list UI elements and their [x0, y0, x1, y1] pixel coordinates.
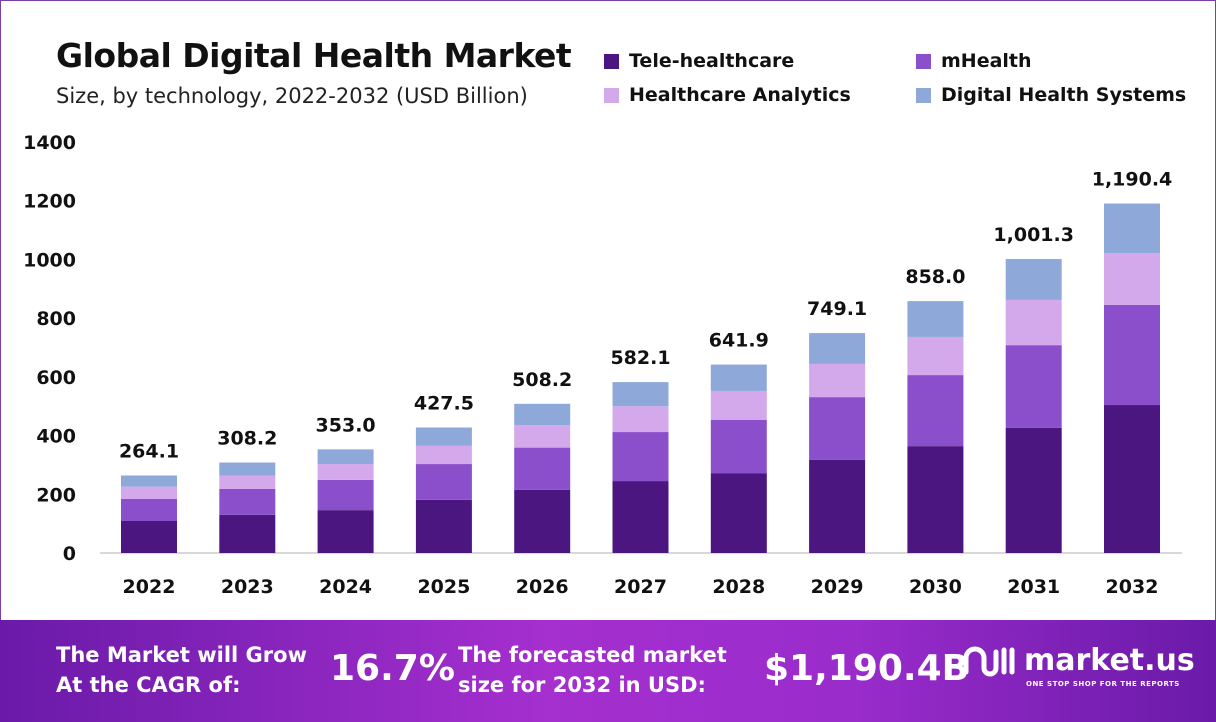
bar-segment-healthcare-analytics	[710, 390, 767, 421]
total-label: 858.0	[905, 266, 965, 288]
x-tick-label: 2027	[614, 576, 667, 598]
x-tick-label: 2031	[1007, 576, 1060, 598]
legend-label: mHealth	[941, 50, 1032, 72]
bar-segment-digital-health-systems	[219, 462, 276, 476]
chart-subtitle: Size, by technology, 2022-2032 (USD Bill…	[56, 84, 528, 108]
bar-segment-healthcare-analytics	[1104, 252, 1160, 305]
bar-segment-mhealth	[907, 375, 964, 447]
total-label: 353.0	[316, 414, 376, 436]
bar-segment-healthcare-analytics	[514, 425, 571, 448]
bar-segment-mhealth	[1005, 345, 1062, 428]
bar-segment-healthcare-analytics	[219, 475, 276, 490]
legend-swatch	[604, 53, 619, 69]
bar-segment-mhealth	[809, 397, 866, 460]
chart-title: Global Digital Health Market	[56, 36, 572, 75]
bar-segment-digital-health-systems	[121, 475, 177, 487]
x-tick-label: 2029	[811, 576, 864, 598]
x-tick-label: 2023	[221, 576, 274, 598]
y-tick-label: 600	[36, 367, 76, 389]
bar-segment-digital-health-systems	[907, 301, 964, 337]
bar-segment-tele-healthcare	[907, 446, 964, 553]
bar-segment-healthcare-analytics	[907, 336, 964, 376]
bar-segment-mhealth	[710, 420, 767, 474]
legend-item-tele-healthcare: Tele-healthcare	[604, 50, 794, 72]
y-tick-label: 200	[36, 484, 76, 506]
bar-segment-tele-healthcare	[514, 489, 571, 553]
total-label: 582.1	[610, 347, 670, 369]
bar-segment-tele-healthcare	[1104, 405, 1160, 553]
x-tick-label: 2025	[417, 576, 470, 598]
total-label: 508.2	[512, 369, 572, 391]
forecast-value: $1,190.4B	[764, 648, 970, 689]
legend-label: Healthcare Analytics	[629, 84, 851, 106]
cagr-label: The Market will Grow At the CAGR of:	[56, 643, 307, 697]
bar-segment-healthcare-analytics	[121, 486, 177, 499]
bar-segment-tele-healthcare	[415, 499, 472, 553]
bar-segment-tele-healthcare	[1005, 427, 1062, 553]
bar-segment-mhealth	[317, 479, 374, 511]
cagr-value: 16.7%	[330, 648, 455, 689]
forecast-label: The forecasted market size for 2032 in US…	[458, 643, 727, 697]
bar-segment-healthcare-analytics	[415, 445, 472, 465]
total-label: 749.1	[807, 298, 867, 320]
y-tick-label: 1200	[23, 191, 76, 213]
bar-segment-tele-healthcare	[809, 459, 866, 553]
bar-segment-mhealth	[121, 498, 177, 522]
stacked-bar-chart: 0 200 400 600 800 1000 1200 1400 264.1 2022 308.2 2…	[23, 132, 1182, 598]
bar-segment-digital-health-systems	[809, 333, 866, 364]
legend-swatch	[604, 87, 619, 103]
total-label: 264.1	[119, 440, 179, 462]
bar-segment-tele-healthcare	[317, 510, 374, 553]
total-label: 427.5	[414, 392, 474, 414]
bar-segment-tele-healthcare	[121, 521, 177, 553]
legend-swatch	[916, 53, 931, 69]
total-label: 641.9	[709, 330, 769, 352]
bar-segment-digital-health-systems	[415, 427, 472, 446]
bar-segment-tele-healthcare	[612, 481, 669, 553]
x-tick-label: 2026	[516, 576, 569, 598]
legend-item-mhealth: mHealth	[916, 50, 1032, 72]
bar-segment-mhealth	[514, 447, 571, 490]
y-tick-label: 1400	[23, 132, 76, 154]
bar-segment-mhealth	[1104, 304, 1160, 406]
legend-swatch	[916, 87, 931, 103]
bar-segment-digital-health-systems	[710, 364, 767, 391]
legend-item-healthcare-analytics: Healthcare Analytics	[604, 84, 851, 106]
bar-segment-healthcare-analytics	[317, 464, 374, 480]
bar-segment-healthcare-analytics	[612, 406, 669, 433]
logo-icon	[963, 646, 1015, 677]
y-tick-label: 0	[63, 543, 76, 565]
y-tick-label: 400	[36, 426, 76, 448]
legend-item-digital-health-systems: Digital Health Systems	[916, 84, 1186, 106]
bar-segment-digital-health-systems	[1005, 259, 1062, 300]
y-tick-label: 800	[36, 308, 76, 330]
total-label: 1,001.3	[993, 224, 1074, 246]
total-label: 1,190.4	[1092, 169, 1173, 191]
x-tick-label: 2030	[909, 576, 962, 598]
y-tick-label: 1000	[23, 249, 76, 271]
bar-segment-healthcare-analytics	[809, 363, 866, 398]
bar-segment-digital-health-systems	[612, 382, 669, 407]
x-tick-label: 2022	[123, 576, 176, 598]
bar-segment-healthcare-analytics	[1005, 299, 1062, 346]
bar-segment-mhealth	[415, 464, 472, 500]
bar-segment-tele-healthcare	[219, 514, 276, 553]
total-label: 308.2	[217, 428, 277, 450]
x-tick-label: 2032	[1106, 576, 1159, 598]
market-us-logo: market.us ONE STOP SHOP FOR THE REPORTS	[962, 642, 1195, 688]
x-tick-label: 2028	[712, 576, 765, 598]
legend-label: Tele-healthcare	[629, 50, 795, 72]
summary-banner: The Market will Grow At the CAGR of: 16.7…	[0, 620, 1216, 722]
bar-segment-mhealth	[612, 432, 669, 482]
bar-segment-tele-healthcare	[710, 473, 767, 553]
bar-segment-digital-health-systems	[1104, 203, 1160, 253]
x-tick-label: 2024	[319, 576, 372, 598]
legend-label: Digital Health Systems	[941, 84, 1187, 106]
bar-segment-mhealth	[219, 489, 276, 515]
bar-segment-digital-health-systems	[317, 449, 374, 465]
bar-segment-digital-health-systems	[514, 403, 571, 426]
